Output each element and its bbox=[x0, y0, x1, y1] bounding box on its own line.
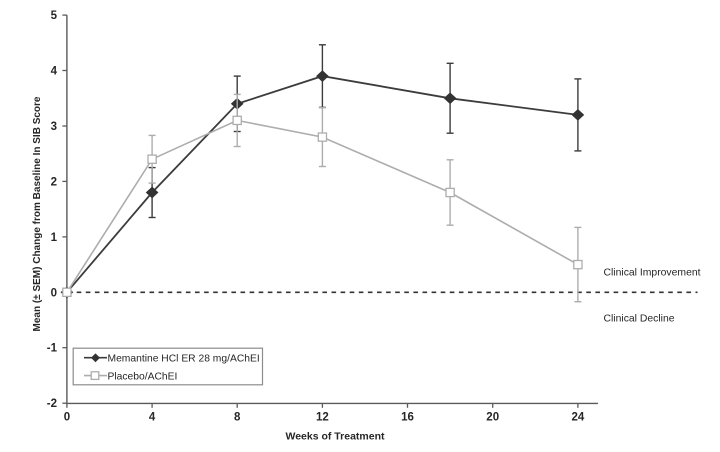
svg-text:Clinical Improvement: Clinical Improvement bbox=[604, 268, 701, 279]
svg-text:Memantine HCl ER 28 mg/AChEI: Memantine HCl ER 28 mg/AChEI bbox=[108, 354, 260, 365]
svg-text:4: 4 bbox=[149, 412, 156, 424]
svg-text:Clinical Decline: Clinical Decline bbox=[604, 313, 675, 324]
svg-text:0: 0 bbox=[64, 412, 70, 424]
svg-text:Mean (± SEM) Change from Basel: Mean (± SEM) Change from Baseline In SIB… bbox=[32, 96, 43, 331]
svg-text:8: 8 bbox=[234, 412, 241, 424]
svg-text:3: 3 bbox=[51, 121, 57, 133]
svg-text:24: 24 bbox=[572, 412, 585, 424]
svg-text:0: 0 bbox=[51, 287, 57, 299]
svg-text:20: 20 bbox=[486, 412, 499, 424]
svg-text:1: 1 bbox=[51, 232, 58, 244]
svg-text:-1: -1 bbox=[47, 343, 58, 355]
svg-text:5: 5 bbox=[51, 10, 58, 22]
svg-text:16: 16 bbox=[401, 412, 414, 424]
svg-text:-2: -2 bbox=[47, 398, 57, 410]
svg-text:4: 4 bbox=[51, 66, 58, 78]
svg-text:12: 12 bbox=[316, 412, 329, 424]
svg-text:Weeks of Treatment: Weeks of Treatment bbox=[285, 431, 385, 443]
svg-text:2: 2 bbox=[51, 176, 57, 188]
svg-text:Placebo/AChEI: Placebo/AChEI bbox=[108, 372, 178, 383]
